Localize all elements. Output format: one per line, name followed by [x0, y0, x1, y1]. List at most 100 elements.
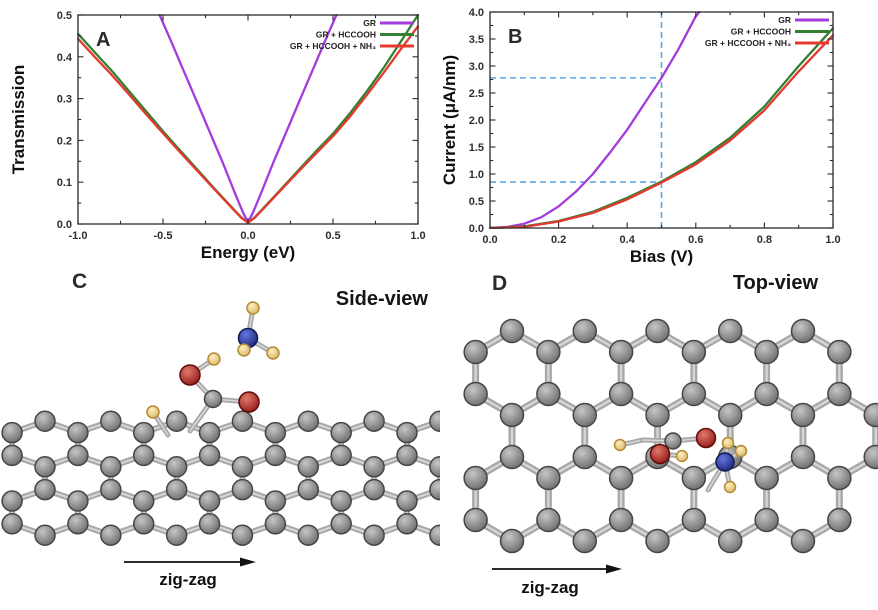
c-atom	[790, 402, 816, 428]
c-atom	[67, 513, 89, 535]
h-atom	[613, 438, 627, 452]
c-atom	[231, 456, 254, 478]
x-axis-label: Bias (V)	[630, 247, 693, 266]
legend-label: GR + HCCOOH	[731, 27, 791, 37]
y-tick-label: 0.5	[57, 10, 72, 22]
y-tick-label: 3.0	[469, 61, 484, 73]
c-atom	[132, 444, 155, 467]
c-atom	[396, 513, 418, 535]
panel-c-caption: Side-view	[335, 288, 428, 310]
c-atom	[608, 381, 634, 407]
c-atom	[100, 478, 122, 501]
c-atom	[1, 444, 23, 467]
y-axis-label: Current (μA/nm)	[440, 55, 459, 185]
legend-label: GR + HCCOOH + NH₃	[705, 38, 791, 48]
c-atom	[165, 478, 188, 501]
panel-d-caption: Top-view	[732, 272, 818, 294]
c-atom	[363, 478, 385, 501]
graphene-lattice	[1, 410, 440, 546]
c-atom	[499, 528, 525, 554]
guide-lines	[490, 12, 663, 228]
c-atom	[463, 339, 488, 365]
x-tick-label: 0.6	[688, 234, 703, 246]
c-atom	[536, 465, 561, 491]
panel-letter: A	[96, 29, 110, 51]
c-atom	[681, 465, 707, 491]
c-atom	[67, 421, 89, 444]
transmission-energy-chart: -1.0 -0.5 0.0 0.5 1.0 0.0 0.1 0.2 0.3 0.4 0.5 Energ…	[9, 10, 426, 262]
c-atom	[754, 339, 779, 365]
y-tick-label: 4.0	[469, 7, 484, 19]
c-atom	[754, 381, 779, 407]
c-atom	[572, 402, 597, 428]
c-atom	[429, 478, 440, 501]
c-atom	[608, 339, 634, 365]
c-atom	[100, 456, 122, 478]
c-atom	[231, 410, 254, 432]
c-atom	[203, 389, 223, 409]
c-atom	[827, 465, 852, 491]
c-atom	[827, 507, 852, 533]
x-tick-label: -0.5	[154, 230, 173, 242]
o-atom	[695, 427, 717, 449]
c-atom	[396, 421, 418, 444]
c-atom	[396, 444, 418, 467]
c-atom	[717, 402, 743, 428]
c-atom	[572, 444, 597, 470]
c-atom	[231, 478, 254, 501]
h-atom	[734, 444, 748, 458]
side-view-structure	[1, 301, 440, 546]
h-atom	[246, 301, 260, 315]
c-atom	[132, 490, 155, 512]
n-atom	[715, 452, 735, 472]
c-atom	[754, 465, 779, 491]
c-atom	[463, 507, 488, 533]
c-atom	[231, 524, 254, 546]
panel-c-letter: C	[72, 270, 88, 293]
x-tick-label: 0.8	[757, 234, 772, 246]
c-atom	[67, 490, 89, 512]
c-atom	[132, 421, 155, 444]
c-atom	[608, 465, 634, 491]
c-atom	[363, 456, 385, 478]
x-tick-label: 0.4	[620, 234, 636, 246]
legend-label: GR	[778, 15, 791, 25]
c-atom	[1, 513, 23, 535]
c-atom	[264, 490, 287, 512]
c-atom	[463, 465, 488, 491]
y-tick-label: 3.5	[469, 34, 484, 46]
axis-ticks	[77, 14, 419, 225]
c-atom	[572, 528, 597, 554]
c-atom	[645, 402, 670, 428]
c-atom	[863, 444, 878, 470]
series-line	[489, 11, 701, 229]
c-atom	[827, 381, 852, 407]
x-tick-label: 1.0	[825, 234, 840, 246]
panel-c-zigzag-label: zig-zag	[159, 570, 217, 589]
c-atom	[330, 421, 352, 444]
zigzag-arrow-c	[124, 557, 256, 567]
c-atom	[198, 421, 221, 444]
y-tick-label: 1.0	[469, 169, 484, 181]
c-atom	[681, 507, 707, 533]
y-tick-label: 0.0	[469, 223, 484, 235]
c-atom	[264, 444, 287, 467]
h-atom	[146, 405, 160, 419]
x-tick-label: 1.0	[410, 230, 425, 242]
y-tick-label: 0.5	[469, 196, 484, 208]
y-tick-label: 2.0	[469, 115, 484, 127]
o-atom	[238, 391, 260, 413]
c-atom	[1, 490, 23, 512]
y-tick-label: 1.5	[469, 142, 484, 154]
o-atom	[649, 443, 671, 465]
c-atom	[330, 444, 352, 467]
y-tick-label: 2.5	[469, 88, 484, 100]
current-bias-chart: 0.0 0.2 0.4 0.6 0.8 1.0 0.0 0.5 1.0 1.5 2.0 2.5 3.0 3…	[440, 7, 841, 266]
h-atom	[207, 352, 221, 366]
y-axis-label: Transmission	[9, 65, 28, 175]
c-atom	[165, 524, 188, 546]
c-atom	[100, 524, 122, 546]
c-atom	[499, 444, 525, 470]
